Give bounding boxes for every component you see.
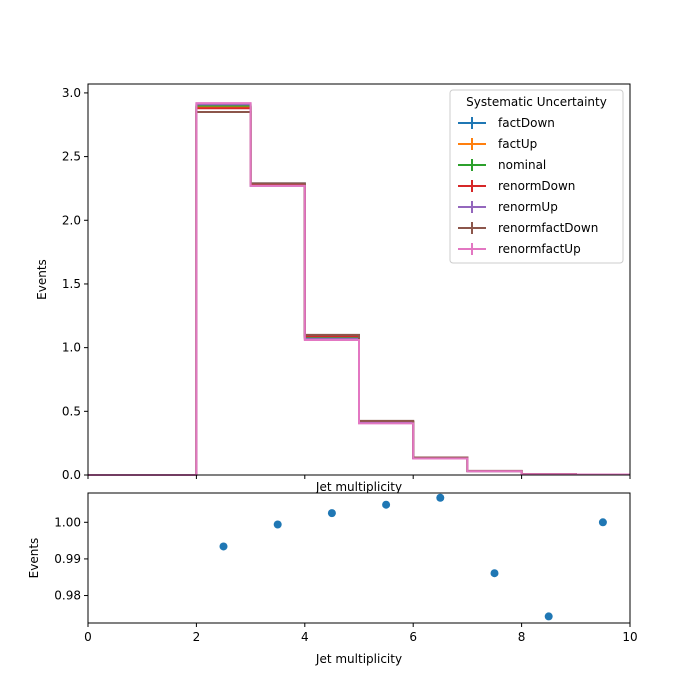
main-x-axis-label: Jet multiplicity — [315, 480, 402, 494]
main-plot-frame — [87, 83, 631, 476]
ratio-point — [327, 509, 336, 518]
main-y-axis-label: Events — [35, 259, 49, 300]
ratio-points-group — [219, 493, 607, 621]
legend-label-factUp: factUp — [498, 137, 537, 151]
ratio-x-axis-label: Jet multiplicity — [315, 652, 402, 666]
main-y-tick-label: 2.5 — [62, 150, 81, 164]
histogram-series-group — [88, 102, 630, 476]
ratio-point — [544, 612, 553, 621]
histogram-renormfactUp — [88, 102, 630, 476]
ratio-x-tick-label: 4 — [301, 630, 309, 644]
legend-title: Systematic Uncertainty — [466, 95, 607, 109]
ratio-point — [436, 493, 445, 502]
ratio-point — [273, 520, 282, 529]
ratio-plot-frame — [87, 492, 631, 624]
legend-label-factDown: factDown — [498, 116, 555, 130]
ratio-y-tick-label: 1.00 — [54, 515, 81, 529]
main-y-tick-label: 1.0 — [62, 341, 81, 355]
main-y-tick-label: 0.5 — [62, 404, 81, 418]
ratio-x-tick-label: 0 — [84, 630, 92, 644]
ratio-x-tick-label: 2 — [193, 630, 201, 644]
ratio-x-tick-label: 8 — [518, 630, 526, 644]
ratio-point — [219, 542, 228, 551]
ratio-x-tick-label: 10 — [622, 630, 637, 644]
main-y-tick-label: 3.0 — [62, 86, 81, 100]
ratio-y-tick-label: 0.98 — [54, 589, 81, 603]
main-y-tick-label: 0.0 — [62, 468, 81, 482]
ratio-y-axis-label: Events — [27, 538, 41, 579]
main-histogram-panel: 0.0 0.5 1.0 1.5 2.0 2.5 3.0 Jet multiplicity E… — [35, 83, 631, 494]
ratio-y-tick-label: 0.99 — [54, 552, 81, 566]
ratio-x-tick-label: 6 — [409, 630, 417, 644]
ratio-point — [598, 518, 607, 527]
legend-box — [449, 89, 624, 264]
main-y-tick-label: 2.0 — [62, 213, 81, 227]
legend-label-renormDown: renormDown — [498, 179, 575, 193]
main-y-tick-label: 1.5 — [62, 277, 81, 291]
ratio-point — [490, 569, 499, 578]
ratio-point — [382, 500, 391, 509]
ratio-panel: 0.98 0.99 1.00 0 2 4 6 8 10 Jet multiplicity Ev… — [27, 492, 638, 666]
legend-label-nominal: nominal — [498, 158, 546, 172]
legend: Systematic Uncertainty factDown factUp nom… — [449, 89, 624, 264]
ratio-y-ticks: 0.98 0.99 1.00 — [54, 515, 88, 603]
legend-items: factDown factUp nominal renormDown renormUp r… — [458, 116, 598, 256]
main-x-ticks — [87, 475, 631, 479]
legend-label-renormfactUp: renormfactUp — [498, 242, 581, 256]
legend-label-renormfactDown: renormfactDown — [498, 221, 598, 235]
main-y-ticks: 0.0 0.5 1.0 1.5 2.0 2.5 3.0 — [62, 86, 88, 482]
ratio-x-ticks: 0 2 4 6 8 10 — [84, 623, 638, 644]
legend-label-renormUp: renormUp — [498, 200, 558, 214]
